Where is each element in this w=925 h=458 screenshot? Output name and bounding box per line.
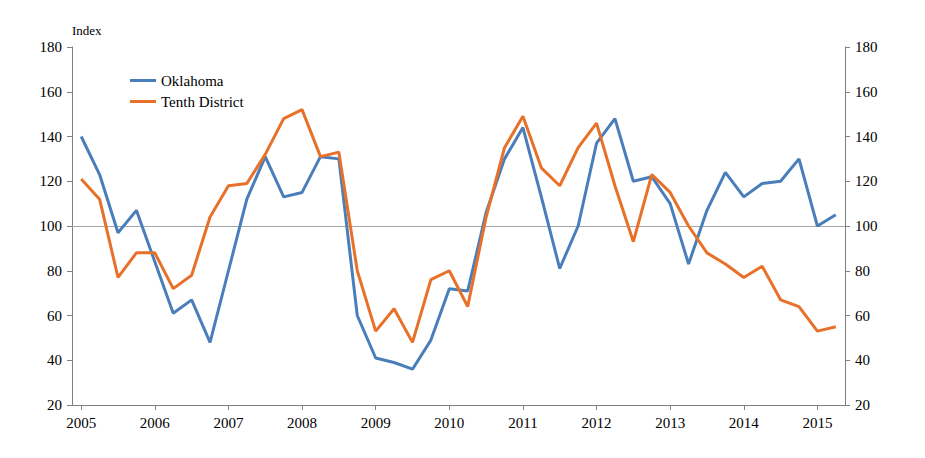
svg-text:2008: 2008: [287, 415, 317, 431]
svg-text:100: 100: [40, 218, 63, 234]
svg-text:2014: 2014: [729, 415, 760, 431]
svg-text:Tenth District: Tenth District: [161, 94, 245, 110]
svg-text:100: 100: [855, 218, 878, 234]
svg-text:2005: 2005: [66, 415, 96, 431]
svg-text:Oklahoma: Oklahoma: [161, 73, 224, 89]
svg-text:Index: Index: [72, 23, 102, 38]
svg-text:80: 80: [855, 263, 870, 279]
svg-text:40: 40: [855, 352, 870, 368]
svg-text:180: 180: [40, 39, 63, 55]
svg-text:2007: 2007: [213, 415, 244, 431]
svg-text:160: 160: [855, 84, 878, 100]
svg-text:2011: 2011: [508, 415, 537, 431]
svg-text:2015: 2015: [802, 415, 832, 431]
svg-text:20: 20: [855, 397, 870, 413]
svg-text:2013: 2013: [655, 415, 685, 431]
svg-text:20: 20: [47, 397, 62, 413]
svg-text:40: 40: [47, 352, 62, 368]
svg-text:60: 60: [855, 308, 870, 324]
svg-text:120: 120: [855, 173, 878, 189]
svg-text:2012: 2012: [582, 415, 612, 431]
svg-text:60: 60: [47, 308, 62, 324]
svg-text:140: 140: [40, 129, 63, 145]
svg-text:80: 80: [47, 263, 62, 279]
svg-text:140: 140: [855, 129, 878, 145]
svg-text:160: 160: [40, 84, 63, 100]
svg-text:2006: 2006: [140, 415, 171, 431]
svg-text:120: 120: [40, 173, 63, 189]
svg-text:2009: 2009: [361, 415, 391, 431]
svg-text:2010: 2010: [434, 415, 464, 431]
svg-text:180: 180: [855, 39, 878, 55]
